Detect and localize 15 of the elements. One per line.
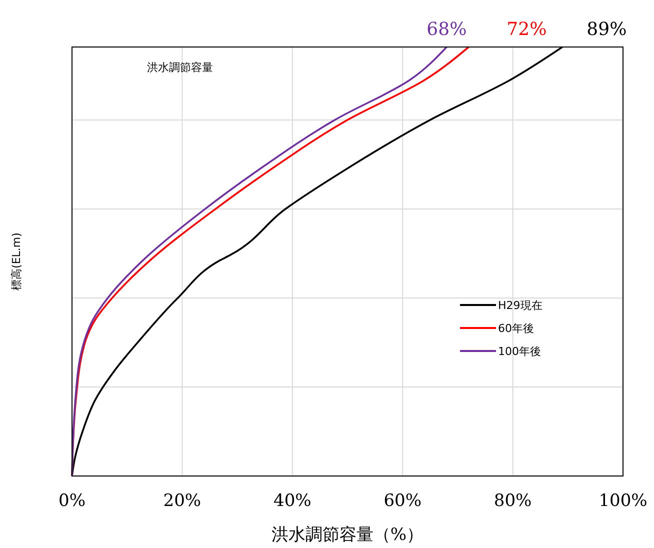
x-tick-label: 40%	[274, 491, 312, 511]
annotation: 72%	[506, 19, 547, 40]
legend-label: 100年後	[498, 345, 541, 358]
x-tick-label: 100%	[598, 491, 648, 511]
annotation: 68%	[426, 19, 467, 40]
x-tick-label: 80%	[494, 491, 532, 511]
x-tick-label: 0%	[58, 491, 86, 511]
y-axis-title: 標高(EL.m)	[10, 232, 23, 290]
annotation: 洪水調節容量	[147, 61, 213, 74]
x-tick-label: 60%	[384, 491, 422, 511]
legend-label: H29現在	[498, 299, 542, 312]
legend-label: 60年後	[498, 322, 534, 335]
x-axis-title: 洪水調節容量（%）	[271, 525, 424, 545]
x-tick-label: 20%	[163, 491, 202, 511]
annotation: 89%	[586, 19, 627, 40]
